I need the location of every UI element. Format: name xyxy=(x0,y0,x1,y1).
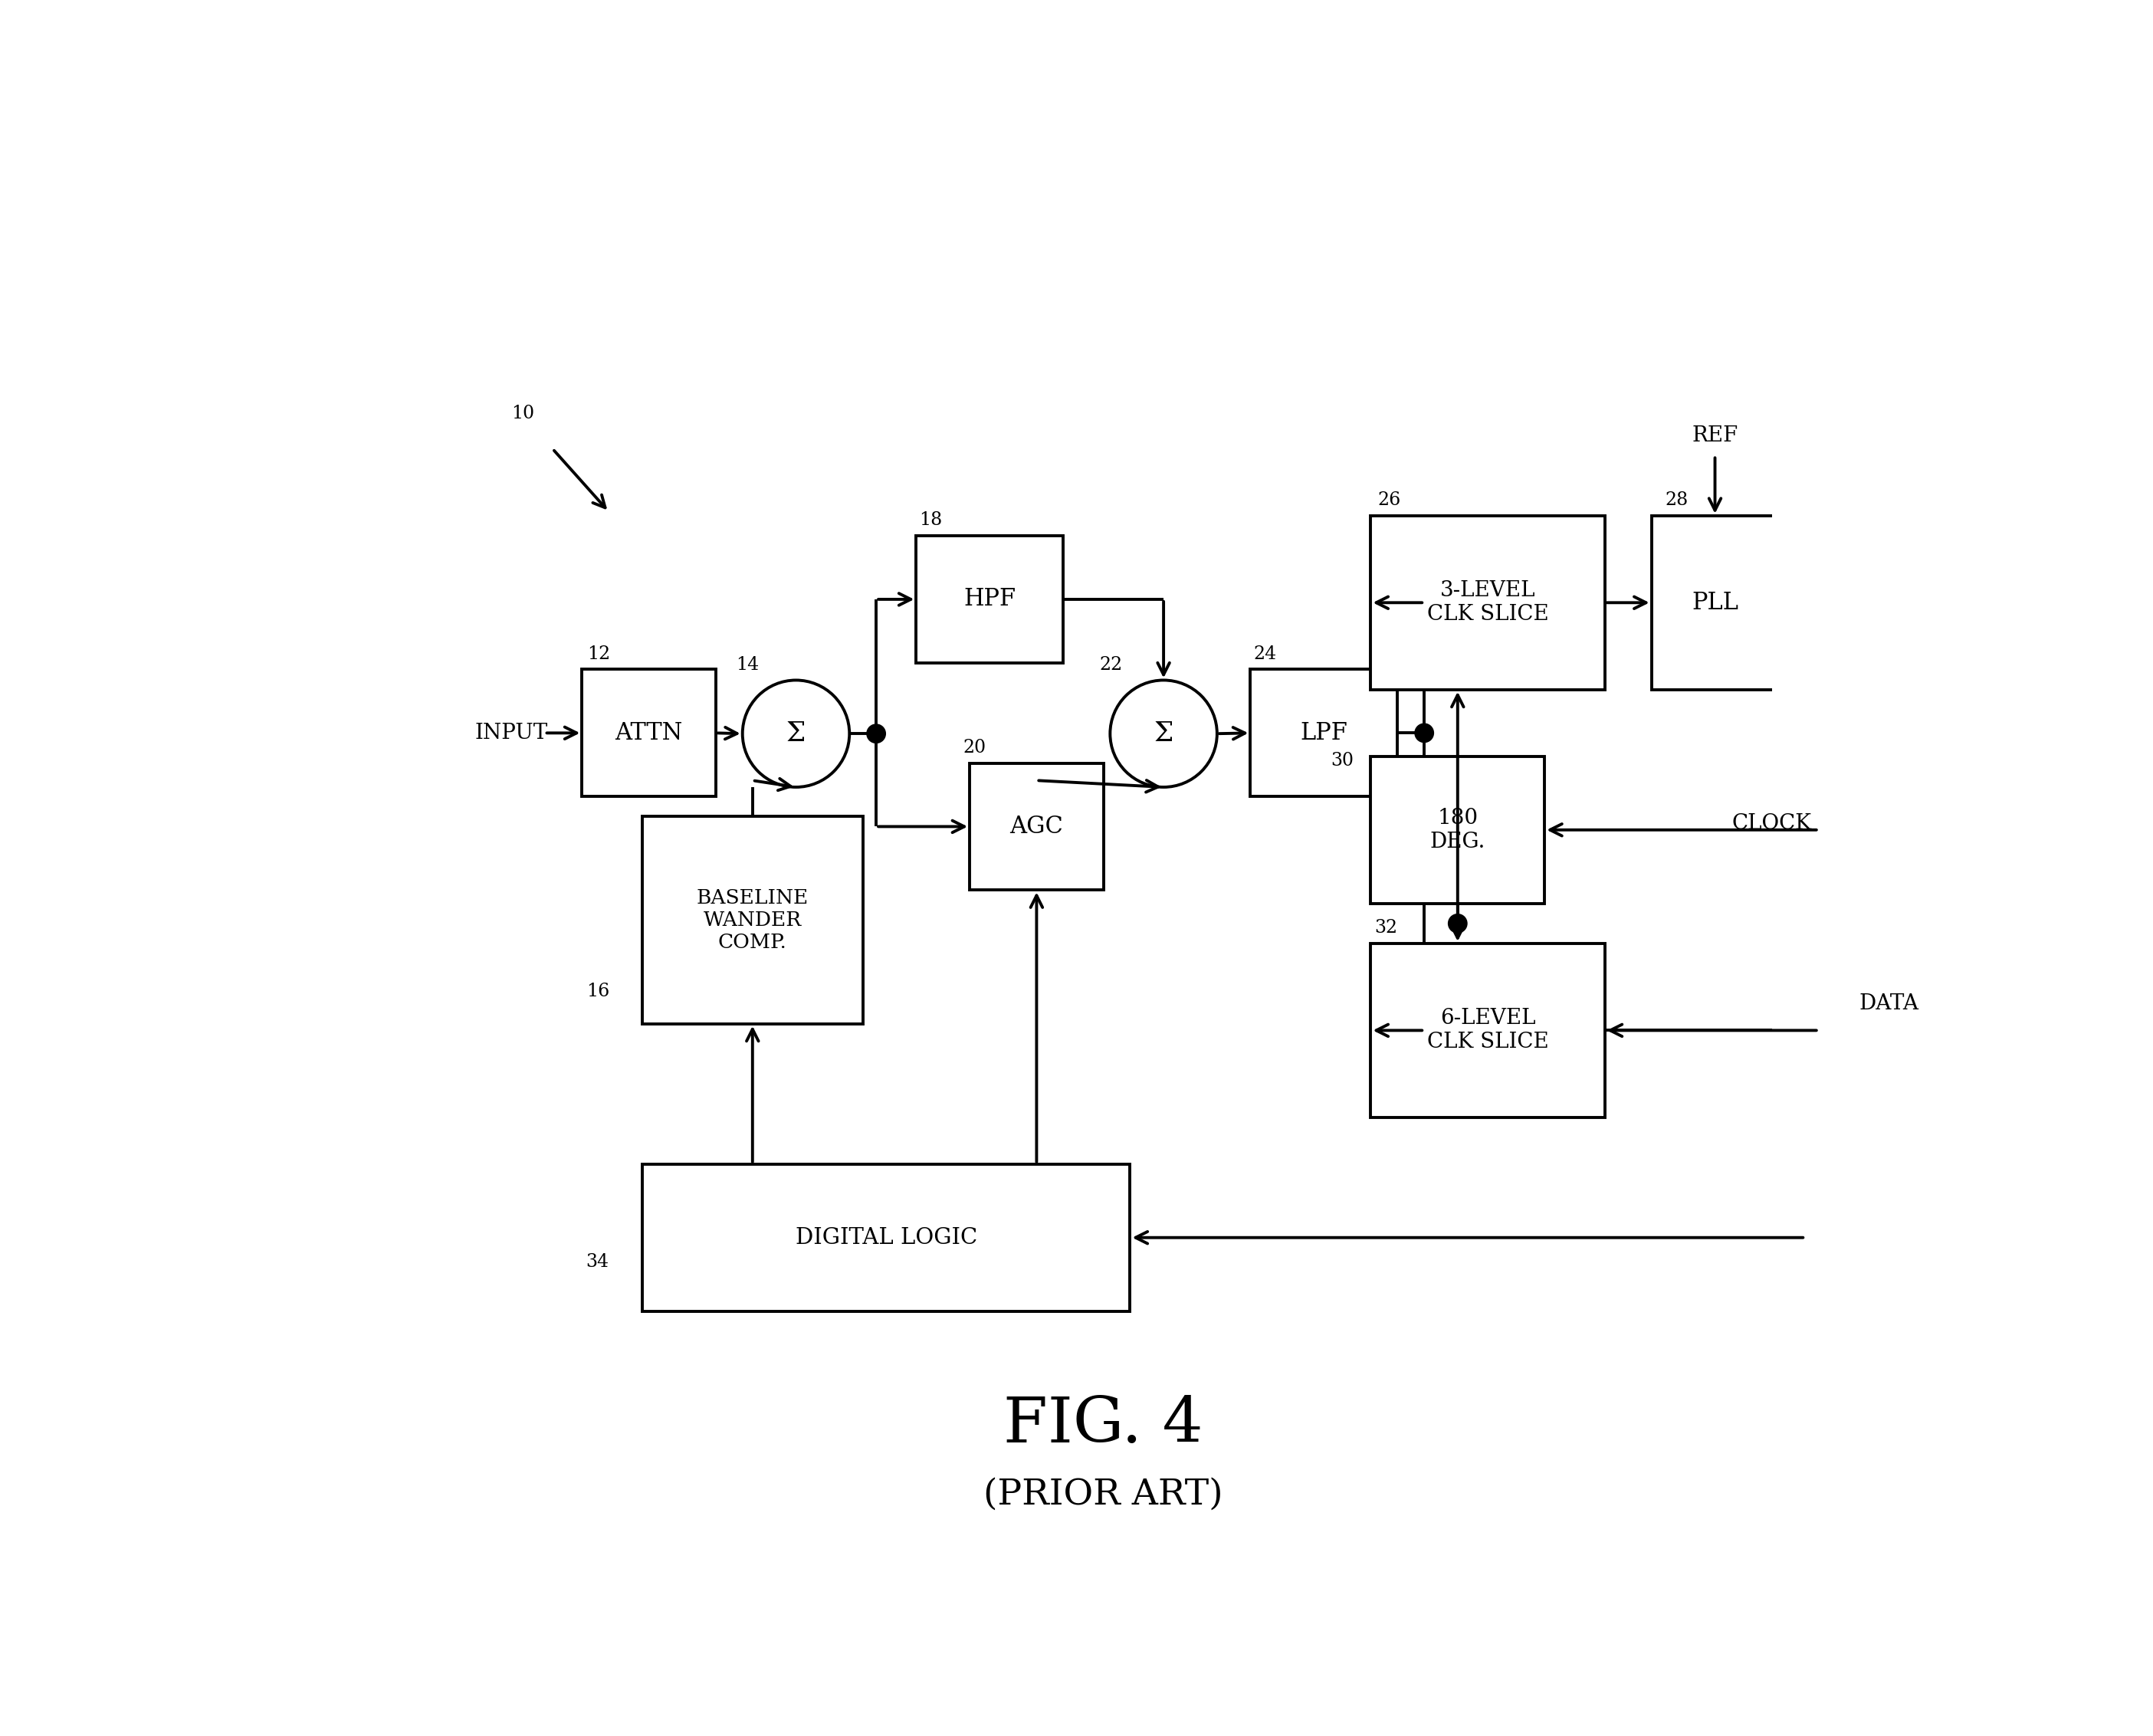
Text: 30: 30 xyxy=(1331,752,1354,769)
Text: 20: 20 xyxy=(962,740,986,757)
FancyBboxPatch shape xyxy=(917,536,1064,663)
Text: 34: 34 xyxy=(586,1253,609,1271)
FancyBboxPatch shape xyxy=(1651,516,1778,689)
Text: BASELINE
WANDER
COMP.: BASELINE WANDER COMP. xyxy=(695,889,810,951)
Text: HPF: HPF xyxy=(965,587,1016,611)
Text: DIGITAL LOGIC: DIGITAL LOGIC xyxy=(794,1227,977,1248)
FancyBboxPatch shape xyxy=(642,1165,1130,1311)
Text: 24: 24 xyxy=(1253,646,1277,663)
Circle shape xyxy=(1449,915,1466,932)
Circle shape xyxy=(1809,821,1828,838)
Text: PLL: PLL xyxy=(1692,590,1737,615)
FancyBboxPatch shape xyxy=(1371,944,1604,1118)
Circle shape xyxy=(868,724,885,743)
Text: 26: 26 xyxy=(1378,491,1402,509)
Circle shape xyxy=(1415,724,1434,743)
Text: 32: 32 xyxy=(1376,918,1397,937)
Text: 6-LEVEL
CLK SLICE: 6-LEVEL CLK SLICE xyxy=(1427,1009,1548,1052)
Text: 10: 10 xyxy=(510,404,534,422)
Text: AGC: AGC xyxy=(1010,814,1064,838)
FancyBboxPatch shape xyxy=(1251,670,1397,797)
FancyBboxPatch shape xyxy=(969,764,1104,891)
Circle shape xyxy=(1111,681,1216,786)
Text: FIG. 4: FIG. 4 xyxy=(1003,1394,1204,1455)
Circle shape xyxy=(1796,1021,1815,1040)
Text: 14: 14 xyxy=(736,656,760,674)
Text: Σ: Σ xyxy=(786,720,805,746)
FancyBboxPatch shape xyxy=(642,816,863,1024)
Text: (PRIOR ART): (PRIOR ART) xyxy=(984,1477,1223,1512)
Circle shape xyxy=(1809,594,1828,613)
FancyBboxPatch shape xyxy=(1371,516,1604,689)
Text: 22: 22 xyxy=(1100,656,1122,674)
FancyBboxPatch shape xyxy=(581,670,715,797)
Text: DATA: DATA xyxy=(1858,993,1918,1014)
Text: INPUT: INPUT xyxy=(476,722,549,743)
Circle shape xyxy=(1809,1021,1828,1040)
Text: REF: REF xyxy=(1692,425,1737,446)
Text: ATTN: ATTN xyxy=(616,720,683,745)
Text: LPF: LPF xyxy=(1300,720,1348,745)
Circle shape xyxy=(743,681,850,786)
Text: 16: 16 xyxy=(586,983,609,1000)
Text: Σ: Σ xyxy=(1154,720,1173,746)
Text: 28: 28 xyxy=(1664,491,1688,509)
Text: 180
DEG.: 180 DEG. xyxy=(1430,807,1486,852)
FancyBboxPatch shape xyxy=(1371,757,1544,903)
Text: 3-LEVEL
CLK SLICE: 3-LEVEL CLK SLICE xyxy=(1427,580,1548,625)
Text: CLOCK: CLOCK xyxy=(1733,812,1813,833)
Text: 12: 12 xyxy=(588,646,611,663)
Text: 18: 18 xyxy=(919,512,943,529)
